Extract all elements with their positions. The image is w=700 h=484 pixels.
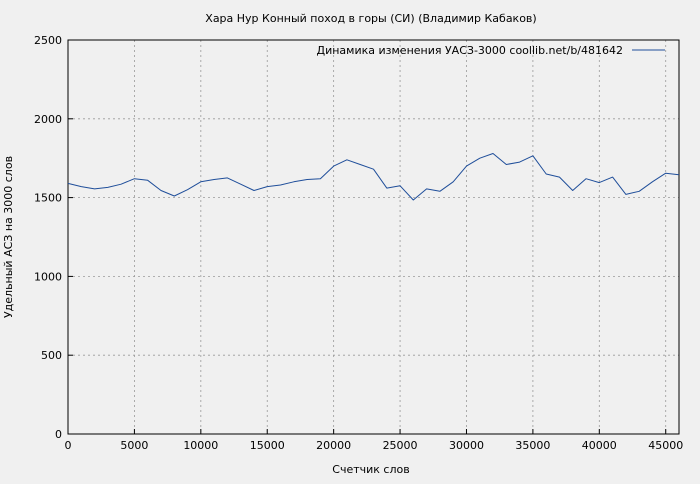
x-tick-label: 0 (65, 439, 72, 452)
y-tick-label: 0 (55, 428, 62, 441)
x-tick-label: 25000 (383, 439, 418, 452)
x-tick-label: 45000 (648, 439, 683, 452)
x-tick-label: 35000 (515, 439, 550, 452)
y-tick-label: 2500 (34, 34, 62, 47)
grid-lines (68, 40, 679, 434)
y-tick-label: 2000 (34, 113, 62, 126)
y-axis-label: Удельный АСЗ на 3000 слов (2, 156, 15, 318)
y-tick-label: 500 (41, 349, 62, 362)
x-tick-label: 5000 (120, 439, 148, 452)
legend: Динамика изменения УАСЗ-3000 coollib.net… (317, 44, 665, 57)
chart-title: Хара Нур Конный поход в горы (СИ) (Влади… (205, 12, 536, 25)
x-tick-label: 20000 (316, 439, 351, 452)
series-line-0 (67, 153, 680, 201)
axes: 0 5000 10000 15000 20000 25000 30000 35000 40000… (34, 34, 683, 452)
series-layer (67, 153, 680, 201)
x-tick-label: 40000 (582, 439, 617, 452)
x-axis-label: Счетчик слов (332, 463, 409, 476)
y-tick-label: 1000 (34, 270, 62, 283)
x-tick-label: 30000 (449, 439, 484, 452)
legend-label: Динамика изменения УАСЗ-3000 coollib.net… (317, 44, 624, 57)
plot-area-border (67, 39, 680, 435)
x-tick-label: 15000 (250, 439, 285, 452)
x-tick-label: 10000 (183, 439, 218, 452)
y-tick-label: 1500 (34, 192, 62, 205)
